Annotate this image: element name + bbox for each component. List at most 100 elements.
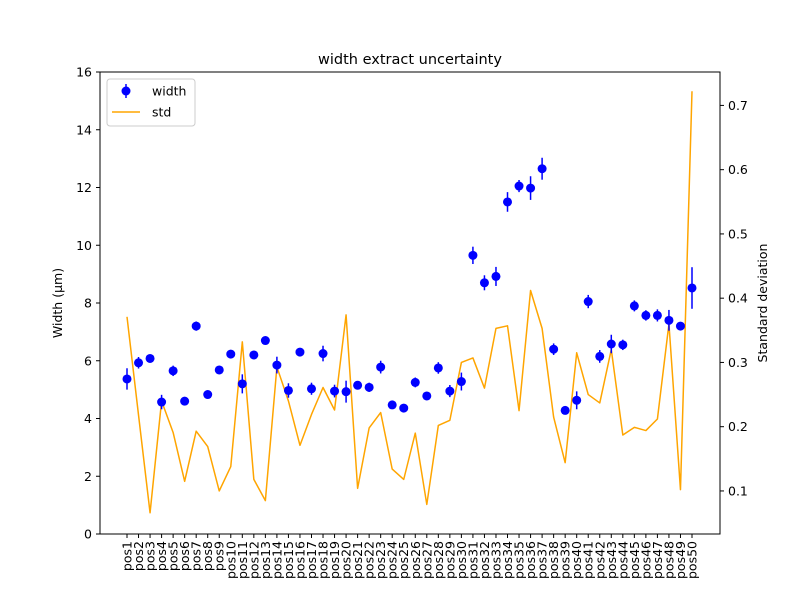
width-point (479, 278, 489, 288)
width-point (191, 321, 201, 331)
std-line (126, 91, 693, 514)
x-tick-label: pos18 (316, 541, 331, 579)
width-point (652, 310, 662, 320)
y-tick-label: 12 (76, 180, 92, 195)
width-point (675, 321, 685, 331)
width-point (214, 365, 224, 375)
width-point (583, 297, 593, 307)
width-point (387, 400, 397, 410)
y-tick-label: 0 (84, 527, 92, 542)
legend: width std (106, 78, 196, 127)
x-tick-label: pos23 (373, 541, 388, 579)
width-point (353, 380, 363, 390)
x-tick-label: pos27 (419, 541, 434, 579)
width-point (122, 374, 132, 384)
y-axis-label: Width (μm) (50, 268, 65, 338)
y-tick-label: 16 (76, 65, 92, 80)
legend-std-label: std (152, 105, 171, 120)
x-tick-label: pos25 (396, 541, 411, 579)
y2-axis-label: Standard deviation (755, 244, 770, 363)
width-point (664, 315, 674, 325)
x-tick-label: pos7 (189, 541, 204, 571)
x-tick-label: pos3 (143, 541, 158, 571)
width-point (168, 366, 178, 376)
x-tick-label: pos47 (650, 541, 665, 579)
width-point (330, 386, 340, 396)
width-point (306, 384, 316, 394)
x-tick-label: pos50 (685, 541, 700, 579)
width-point (237, 379, 247, 389)
width-point (606, 339, 616, 349)
width-point (468, 250, 478, 260)
width-point (537, 164, 547, 174)
width-point (295, 347, 305, 357)
x-tick-label: pos43 (604, 541, 619, 579)
y2-tick-label: 0.2 (728, 419, 748, 434)
x-tick-label: pos17 (304, 541, 319, 579)
width-point (283, 385, 293, 395)
x-tick-label: pos40 (569, 541, 584, 579)
x-tick-label: pos48 (661, 541, 676, 579)
width-point (341, 387, 351, 397)
y-tick-label: 6 (84, 353, 92, 368)
width-point (491, 271, 501, 281)
x-tick-label: pos46 (638, 541, 653, 579)
width-point (260, 336, 270, 346)
width-point (272, 360, 282, 370)
x-tick-label: pos16 (292, 541, 307, 579)
x-tick-label: pos2 (131, 541, 146, 571)
x-tick-label: pos15 (281, 541, 296, 579)
x-tick-label: pos45 (627, 541, 642, 579)
width-point (549, 344, 559, 354)
width-point (629, 301, 639, 311)
width-point (595, 351, 605, 361)
width-point (318, 349, 328, 359)
x-tick-label: pos28 (431, 541, 446, 579)
x-tick-label: pos31 (465, 541, 480, 579)
x-tick-label: pos21 (350, 541, 365, 579)
x-tick-label: pos4 (154, 541, 169, 571)
x-tick-label: pos13 (258, 541, 273, 579)
y-tick-label: 14 (76, 122, 92, 137)
y2-tick-label: 0.7 (728, 98, 748, 113)
width-point (503, 197, 513, 207)
width-point (445, 386, 455, 396)
y-tick-label: 8 (84, 296, 92, 311)
x-tick-label: pos44 (615, 541, 630, 579)
width-point (560, 405, 570, 415)
width-point (134, 358, 144, 368)
x-tick-label: pos26 (408, 541, 423, 579)
width-point (376, 362, 386, 372)
width-point (687, 283, 697, 293)
y-tick-label: 10 (76, 238, 92, 253)
x-tick-label: pos10 (223, 541, 238, 579)
y-tick-label: 4 (84, 411, 92, 426)
chart-title: width extract uncertainty (318, 52, 502, 68)
width-point (526, 183, 536, 193)
x-tick-label: pos36 (523, 541, 538, 579)
x-tick-label: pos49 (673, 541, 688, 579)
x-tick-label: pos22 (362, 541, 377, 579)
x-tick-label: pos24 (385, 541, 400, 579)
y-tick-label: 2 (84, 469, 92, 484)
x-tick-label: pos30 (454, 541, 469, 579)
width-point (249, 350, 259, 360)
x-tick-label: pos20 (339, 541, 354, 579)
width-point (399, 403, 409, 413)
x-tick-label: pos14 (269, 541, 284, 579)
width-point (641, 310, 651, 320)
x-tick-label: pos9 (212, 541, 227, 571)
width-point (145, 353, 155, 363)
plot-frame (99, 71, 721, 535)
y2-tick-label: 0.3 (728, 355, 748, 370)
x-tick-label: pos38 (546, 541, 561, 579)
width-point (157, 397, 167, 407)
x-tick-label: pos12 (246, 541, 261, 579)
width-point (514, 181, 524, 191)
x-tick-label: pos19 (327, 541, 342, 579)
width-point (364, 382, 374, 392)
width-point (203, 390, 213, 400)
x-tick-label: pos6 (177, 541, 192, 571)
width-point (433, 363, 443, 373)
x-tick-label: pos29 (442, 541, 457, 579)
